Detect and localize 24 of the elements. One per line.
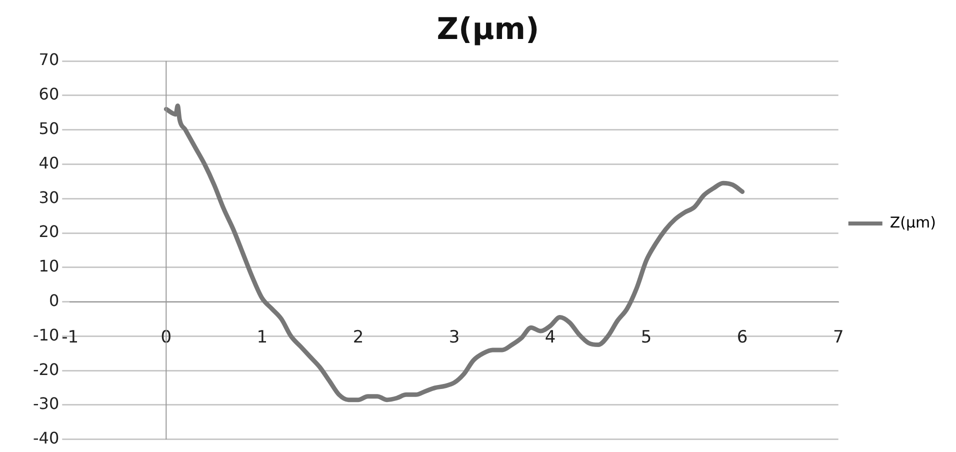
chart-title: Z(µm) [436,12,540,47]
y-tick-label: 50 [38,118,60,138]
x-tick-label: 4 [544,327,556,348]
x-tick-label: 0 [160,327,172,348]
y-tick-label: -20 [32,360,60,379]
x-tick-label: 5 [640,327,652,348]
x-tick-label: 3 [448,327,460,348]
x-tick-label: 1 [256,327,268,348]
y-tick-label: 60 [38,84,60,104]
x-tick-label: 2 [352,327,364,348]
y-tick-label: 0 [48,290,60,310]
x-tick-label: 6 [736,327,748,348]
y-tick-label: -30 [32,394,60,414]
x-tick-label: -1 [62,327,79,348]
y-tick-label: 20 [38,222,60,242]
y-tick-label: -40 [32,428,60,448]
y-tick-label: -10 [32,325,60,344]
y-tick-label: 70 [38,50,60,70]
line-series [164,103,745,402]
y-tick-label: 40 [38,153,60,172]
y-tick-label: 10 [38,256,60,276]
legend-label: Z(µm) [890,213,936,232]
x-tick-label: 7 [832,327,844,348]
y-tick-label: 30 [38,188,60,207]
